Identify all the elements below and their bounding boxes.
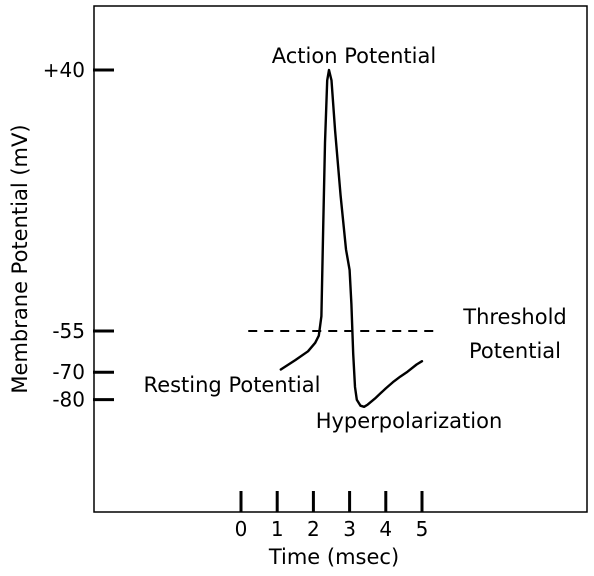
y-tick-label: -80 [52,388,85,412]
y-axis-ticks: +40 -55 -70 -80 [43,58,114,412]
x-axis-label: Time (msec) [268,545,399,569]
y-tick-label: -55 [52,319,85,343]
x-tick-label: 5 [416,517,429,541]
y-axis-label: Membrane Potential (mV) [8,124,32,393]
y-tick-label: -70 [52,360,85,384]
x-tick-label: 1 [271,517,284,541]
x-tick-label: 2 [307,517,320,541]
threshold-label-line1: Threshold [462,305,567,329]
x-tick-label: 0 [235,517,248,541]
resting-potential-label: Resting Potential [144,373,321,397]
hyperpolarization-label: Hyperpolarization [316,409,503,433]
action-potential-curve [279,68,424,408]
x-tick-label: 3 [343,517,356,541]
action-potential-label: Action Potential [272,44,436,68]
x-tick-label: 4 [379,517,392,541]
threshold-label-line2: Potential [469,339,561,363]
plot-frame [93,5,588,513]
y-tick-label: +40 [43,58,85,82]
